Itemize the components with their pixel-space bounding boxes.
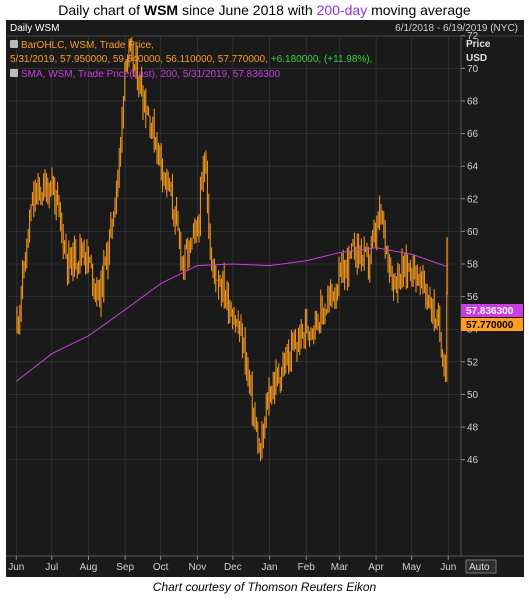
price-tick-label: 66 [467, 129, 479, 140]
price-tick-label: 72 [467, 31, 479, 42]
ohlc-legend-icon[interactable] [10, 40, 18, 48]
auto-scale-button[interactable] [465, 559, 497, 574]
chart-background [6, 20, 524, 577]
title-ma-period: 200-day [316, 2, 368, 18]
title-middle: since June 2018 with [178, 2, 317, 18]
time-tick-label: Apr [368, 562, 384, 573]
time-tick-label: Jul [45, 562, 58, 573]
time-ticks: Jun Jul Aug Sep Oct Nov Dec Jan Feb Mar Apr May Jun [8, 556, 456, 573]
ohlc-legend-change: +6.180000, (+11.98%), [271, 54, 373, 65]
price-tick-label: 62 [467, 194, 479, 205]
time-tick-label: Nov [188, 562, 206, 573]
sma-legend: SMA, WSM, Trade Price(Last), 200, 5/31/2… [21, 69, 280, 80]
time-tick-label: Dec [224, 562, 242, 573]
price-tick-label: 68 [467, 96, 479, 107]
ohlc-legend-values: 5/31/2019, 57.950000, 59.640000, 56.1100… [10, 54, 372, 65]
grid-lines [8, 35, 461, 556]
price-tick-label: 48 [467, 423, 479, 434]
sma-line [15, 247, 448, 382]
time-tick-label: Sep [116, 562, 134, 573]
time-tick-label: Oct [153, 562, 169, 573]
sma-last-tag [461, 304, 523, 317]
close-last-tag [461, 318, 523, 331]
time-tick-label: Mar [331, 562, 349, 573]
price-tick-label: 58 [467, 260, 479, 271]
title-prefix: Daily chart of [58, 2, 144, 18]
ohlc-legend-values-text: 5/31/2019, 57.950000, 59.640000, 56.1100… [10, 54, 268, 65]
sma-last-value: 57.836300 [466, 306, 514, 317]
ohlc-bars [16, 37, 448, 462]
price-chart[interactable]: Daily WSM 6/1/2018 - 6/19/2019 (NYC) Bar… [6, 20, 524, 588]
title-suffix: moving average [367, 2, 471, 18]
chart-caption: Chart courtesy of Thomson Reuters Eikon [152, 580, 377, 594]
title-ticker: WSM [143, 2, 179, 18]
panel-date-range: 6/1/2018 - 6/19/2019 (NYC) [395, 23, 518, 34]
page-title: Daily chart of WSM since June 2018 with … [0, 2, 529, 18]
time-tick-label: Aug [80, 562, 98, 573]
time-tick-label: Jun [8, 562, 24, 573]
ohlc-legend-line1: BarOHLC, WSM, Trade Price, [21, 40, 154, 51]
auto-scale-label: Auto [469, 562, 490, 573]
close-last-value: 57.770000 [466, 320, 514, 331]
price-tick-label: 64 [467, 162, 479, 173]
price-tick-label: 52 [467, 357, 479, 368]
time-tick-label: Jun [440, 562, 456, 573]
time-tick-label: May [402, 562, 421, 573]
price-axis-label: Price [466, 39, 491, 50]
price-tick-label: 56 [467, 292, 479, 303]
sma-legend-icon[interactable] [10, 69, 18, 77]
price-tick-label: 50 [467, 390, 479, 401]
chart-panel: Daily WSM 6/1/2018 - 6/19/2019 (NYC) Bar… [6, 20, 524, 588]
price-tick-label: 46 [467, 455, 479, 466]
time-tick-label: Feb [298, 562, 316, 573]
price-tick-label: 60 [467, 227, 479, 238]
panel-title: Daily WSM [10, 23, 59, 34]
time-tick-label: Jan [261, 562, 277, 573]
price-tick-label: 70 [467, 64, 479, 75]
currency-label: USD [466, 53, 487, 64]
